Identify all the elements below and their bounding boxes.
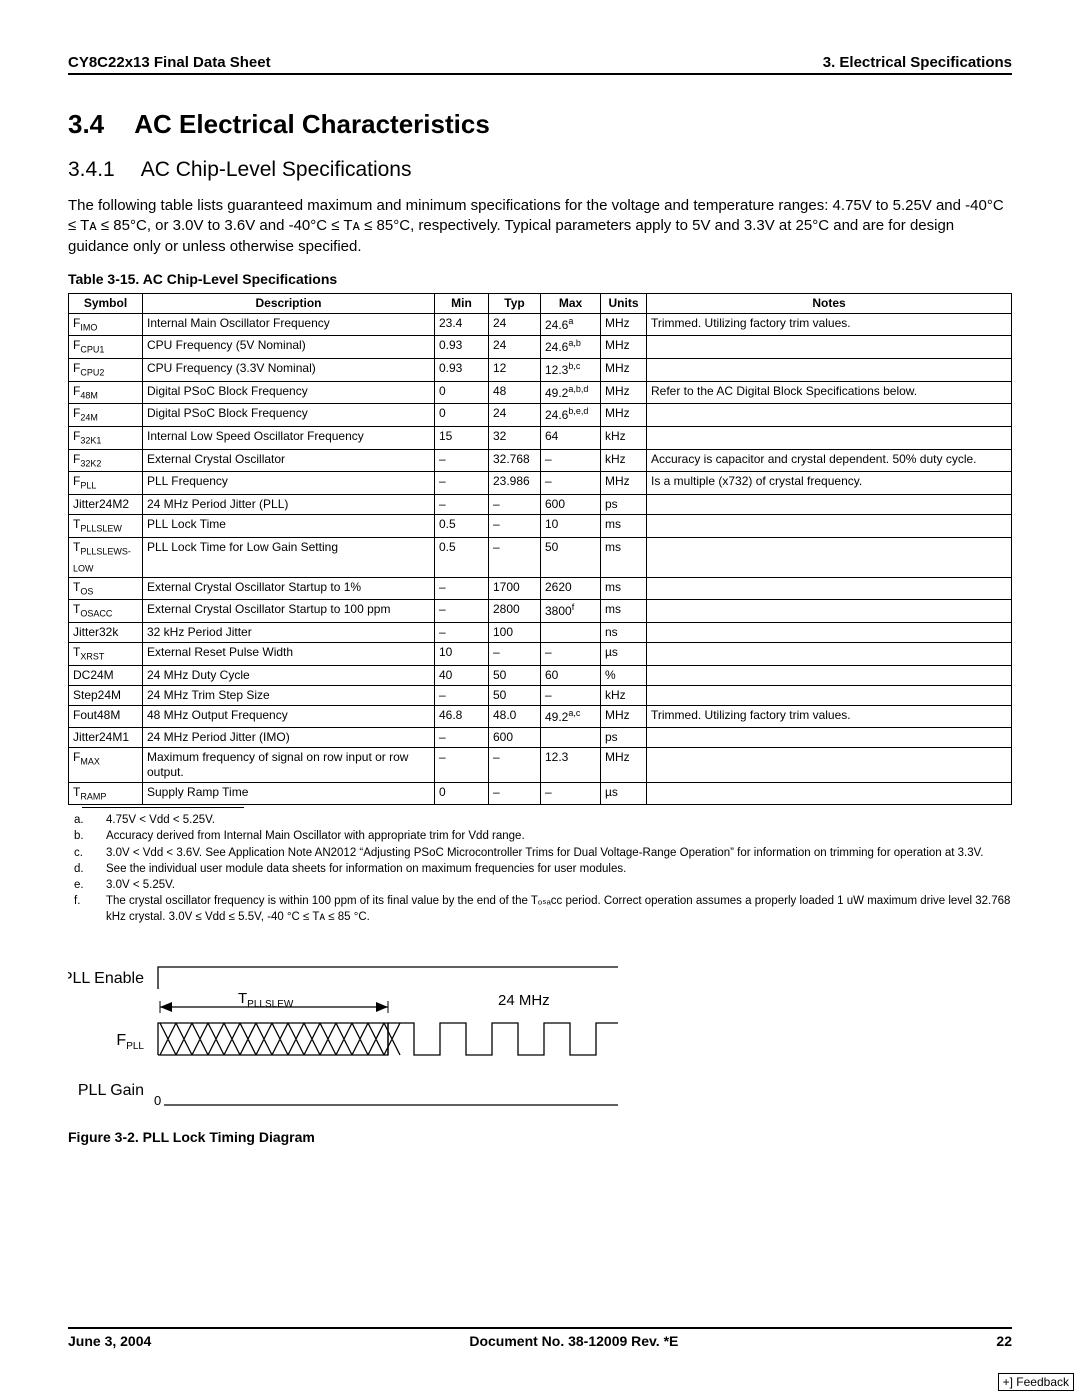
table-header: Typ [489,293,541,313]
svg-text:24 MHz: 24 MHz [498,992,550,1009]
table-header: Units [601,293,647,313]
timing-figure: PLL Enable TPLLSLEW 24 MHz FPLL PLL Gain [68,959,1012,1119]
table-row: F24MDigital PSoC Block Frequency02424.6b… [69,404,1012,427]
footnote: e.3.0V < 5.25V. [90,877,1012,893]
header-left: CY8C22x13 Final Data Sheet [68,54,271,71]
footnote: c.3.0V < Vdd < 3.6V. See Application Not… [90,845,1012,861]
table-row: F32K2External Crystal Oscillator–32.768–… [69,449,1012,472]
table-row: Jitter24M224 MHz Period Jitter (PLL)––60… [69,494,1012,514]
table-header: Symbol [69,293,143,313]
table-row: TXRSTExternal Reset Pulse Width10––µs [69,643,1012,666]
spec-table: SymbolDescriptionMinTypMaxUnitsNotes FIM… [68,293,1012,806]
section-name: AC Electrical Characteristics [134,109,490,139]
table-row: FPLLPLL Frequency–23.986–MHzIs a multipl… [69,472,1012,495]
footer-center: Document No. 38-12009 Rev. *E [469,1333,678,1349]
figure-caption: Figure 3-2. PLL Lock Timing Diagram [68,1129,1012,1145]
svg-text:TPLLSLEW: TPLLSLEW [238,990,294,1010]
header-right: 3. Electrical Specifications [823,54,1012,71]
table-row: TOSACCExternal Crystal Oscillator Startu… [69,600,1012,623]
page-header: CY8C22x13 Final Data Sheet 3. Electrical… [68,54,1012,75]
table-header: Description [143,293,435,313]
table-header: Min [435,293,489,313]
table-header: Notes [647,293,1012,313]
svg-text:0: 0 [154,1093,161,1108]
subsection-number: 3.4.1 [68,158,136,182]
footnote: a.4.75V < Vdd < 5.25V. [90,812,1012,828]
intro-paragraph: The following table lists guaranteed max… [68,196,1012,257]
feedback-button[interactable]: +] Feedback [998,1373,1074,1391]
table-caption: Table 3-15. AC Chip-Level Specifications [68,271,1012,287]
subsection-title: 3.4.1 AC Chip-Level Specifications [68,158,1012,182]
table-row: Jitter32k32 kHz Period Jitter–100ns [69,623,1012,643]
subsection-name: AC Chip-Level Specifications [141,158,412,181]
table-row: FCPU2CPU Frequency (3.3V Nominal)0.93121… [69,359,1012,382]
table-row: F48MDigital PSoC Block Frequency04849.2a… [69,381,1012,404]
table-header: Max [541,293,601,313]
section-title: 3.4 AC Electrical Characteristics [68,109,1012,140]
table-row: Jitter24M124 MHz Period Jitter (IMO)–600… [69,727,1012,747]
footnotes: a.4.75V < Vdd < 5.25V.b.Accuracy derived… [68,807,1012,925]
footer-right: 22 [996,1333,1012,1349]
table-row: FIMOInternal Main Oscillator Frequency23… [69,313,1012,336]
label-pll-gain: PLL Gain [78,1082,144,1099]
footnote: b.Accuracy derived from Internal Main Os… [90,828,1012,844]
table-row: TPLLSLEWS-LOWPLL Lock Time for Low Gain … [69,537,1012,577]
table-row: DC24M24 MHz Duty Cycle405060% [69,665,1012,685]
footer-left: June 3, 2004 [68,1333,151,1349]
table-row: Step24M24 MHz Trim Step Size–50–kHz [69,685,1012,705]
label-pll-enable: PLL Enable [68,970,144,987]
footnote: d.See the individual user module data sh… [90,861,1012,877]
table-row: TPLLSLEWPLL Lock Time0.5–10ms [69,514,1012,537]
table-row: TOSExternal Crystal Oscillator Startup t… [69,577,1012,600]
table-row: TRAMPSupply Ramp Time0––µs [69,782,1012,805]
table-row: Fout48M48 MHz Output Frequency46.848.049… [69,705,1012,727]
table-row: FMAXMaximum frequency of signal on row i… [69,747,1012,782]
table-row: F32K1Internal Low Speed Oscillator Frequ… [69,426,1012,449]
section-number: 3.4 [68,109,128,140]
footnote: f.The crystal oscillator frequency is wi… [90,893,1012,925]
page-footer: June 3, 2004 Document No. 38-12009 Rev. … [68,1327,1012,1349]
table-row: FCPU1CPU Frequency (5V Nominal)0.932424.… [69,336,1012,359]
svg-text:FPLL: FPLL [116,1032,144,1052]
